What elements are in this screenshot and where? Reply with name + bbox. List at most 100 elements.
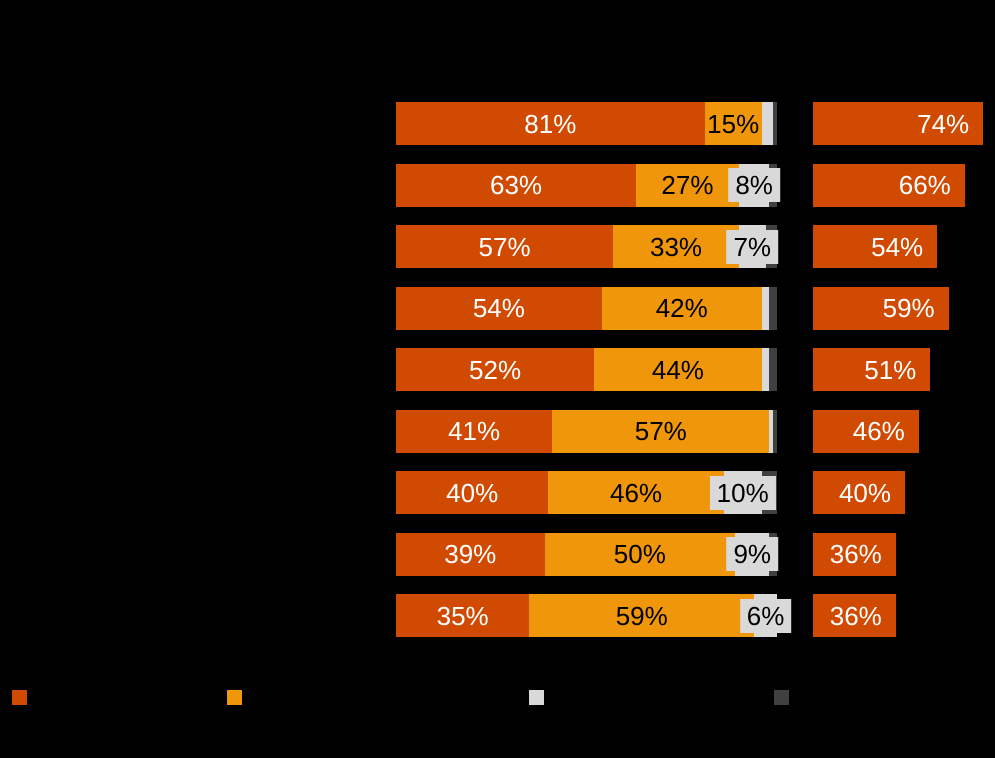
dark-orange-segment: 81% <box>396 102 705 145</box>
dark-gray-segment <box>773 409 777 453</box>
stacked-bar: 54% 42% <box>396 286 777 330</box>
right-bar-value-label: 46% <box>852 416 905 446</box>
right-single-bar: 51% <box>813 348 931 391</box>
right-column-cell: 74% <box>813 102 984 145</box>
right-single-bar: 36% <box>813 594 896 637</box>
right-single-bar: 40% <box>813 471 905 514</box>
right-single-bar: 66% <box>813 163 965 207</box>
dark-orange-segment: 35% <box>396 594 530 637</box>
stacked-bar: 52% 44% <box>396 348 777 391</box>
dark-orange-segment: 40% <box>396 471 549 514</box>
amber-segment: 27% <box>636 163 739 207</box>
right-single-bar: 36% <box>813 532 896 576</box>
gray-segment-value-chip: 7% <box>726 229 779 264</box>
chart-row: 40% 46% 10% 40% <box>396 471 983 514</box>
stacked-bar: 63% 27% 8% <box>396 163 780 207</box>
segment-value-label: 41% <box>448 416 501 446</box>
light-gray-segment <box>761 286 770 330</box>
segment-value-label: 54% <box>472 293 525 323</box>
segment-value-label: 57% <box>478 231 531 262</box>
chart-row: 81% 15% 74% <box>396 102 984 145</box>
dark-orange-segment: 63% <box>396 163 637 207</box>
segment-value-label: 39% <box>444 539 497 569</box>
chart-row: 39% 50% 9% 36% <box>396 532 983 576</box>
segment-value-label: 63% <box>489 170 543 200</box>
dark-gray-segment <box>773 102 777 145</box>
light-gray-segment <box>761 348 770 391</box>
right-column-cell: 54% <box>813 225 938 268</box>
chart-row: 41% 57% 46% <box>396 409 983 453</box>
chart-row: 35% 59% 6% 36% <box>396 594 983 637</box>
right-single-bar: 59% <box>813 286 949 330</box>
segment-value-label: 42% <box>655 293 708 323</box>
chart-row: 57% 33% 7% 54% <box>396 225 983 268</box>
right-bar-value-label: 36% <box>829 600 882 631</box>
stacked-bar: 81% 15% <box>396 102 777 145</box>
segment-value-label: 44% <box>651 354 704 385</box>
right-bar-value-label: 36% <box>829 539 882 569</box>
chart-row: 63% 27% 8% 66% <box>396 163 983 207</box>
amber-segment: 33% <box>613 225 739 268</box>
right-bar-value-label: 59% <box>882 293 935 323</box>
right-single-bar: 74% <box>813 102 984 145</box>
gray-segment-value-chip: 9% <box>726 537 779 571</box>
dark-gray-segment <box>769 286 777 330</box>
amber-segment: 57% <box>552 409 770 453</box>
legend-swatch-2 <box>227 690 242 705</box>
amber-segment: 59% <box>529 594 755 637</box>
segment-value-label: 59% <box>615 600 668 631</box>
amber-segment: 50% <box>544 532 736 576</box>
right-column-cell: 66% <box>813 163 965 207</box>
segment-value-label: 57% <box>634 416 687 446</box>
chart-row: 54% 42% 59% <box>396 286 983 330</box>
segment-value-label: 35% <box>436 600 489 631</box>
right-column-cell: 40% <box>813 471 905 514</box>
light-gray-segment <box>761 102 774 145</box>
stacked-bar: 35% 59% 6% <box>396 594 792 637</box>
stacked-bar: 39% 50% 9% <box>396 532 779 576</box>
dark-orange-segment: 39% <box>396 532 545 576</box>
right-bar-value-label: 66% <box>898 170 951 200</box>
amber-segment: 42% <box>601 286 762 330</box>
chart-legend <box>0 690 995 706</box>
segment-value-label: 52% <box>469 354 522 385</box>
gray-segment-value-chip: 6% <box>739 598 792 633</box>
dark-orange-segment: 41% <box>396 409 553 453</box>
amber-segment: 15% <box>704 102 762 145</box>
gray-segment-value-chip: 8% <box>728 168 780 202</box>
legend-swatch-4 <box>774 690 789 705</box>
legend-swatch-3 <box>529 690 544 705</box>
stacked-bar: 40% 46% 10% <box>396 471 777 514</box>
dark-orange-segment: 52% <box>396 348 595 391</box>
right-column-cell: 36% <box>813 532 896 576</box>
stacked-bar: 41% 57% <box>396 409 777 453</box>
right-single-bar: 54% <box>813 225 938 268</box>
segment-value-label: 27% <box>661 170 714 200</box>
right-single-bar: 46% <box>813 409 919 453</box>
dark-orange-segment: 54% <box>396 286 602 330</box>
segment-value-label: 50% <box>613 539 666 569</box>
amber-segment: 44% <box>594 348 762 391</box>
right-column-cell: 46% <box>813 409 919 453</box>
light-gray-segment <box>769 409 774 453</box>
right-column-cell: 59% <box>813 286 949 330</box>
stacked-bar: 57% 33% 7% <box>396 225 779 268</box>
stacked-bar-chart: 81% 15% 74% 63% 27% 8% 66% 57% 33% 7% 54% 54% 42% 59%… <box>396 102 984 656</box>
dark-gray-segment <box>769 348 777 391</box>
legend-swatch-1 <box>12 690 27 705</box>
dark-orange-segment: 57% <box>396 225 614 268</box>
segment-value-label: 46% <box>609 477 663 508</box>
amber-segment: 46% <box>548 471 724 514</box>
right-column-cell: 51% <box>813 348 931 391</box>
segment-value-label: 40% <box>446 477 499 508</box>
chart-row: 52% 44% 51% <box>396 348 983 391</box>
segment-value-label: 33% <box>649 231 703 262</box>
right-bar-value-label: 40% <box>838 477 891 508</box>
right-bar-value-label: 74% <box>917 108 970 139</box>
right-bar-value-label: 54% <box>871 231 924 262</box>
gray-segment-value-chip: 10% <box>709 475 776 510</box>
segment-value-label: 81% <box>524 108 577 139</box>
segment-value-label: 15% <box>707 108 760 139</box>
right-bar-value-label: 51% <box>864 354 917 385</box>
right-column-cell: 36% <box>813 594 896 637</box>
